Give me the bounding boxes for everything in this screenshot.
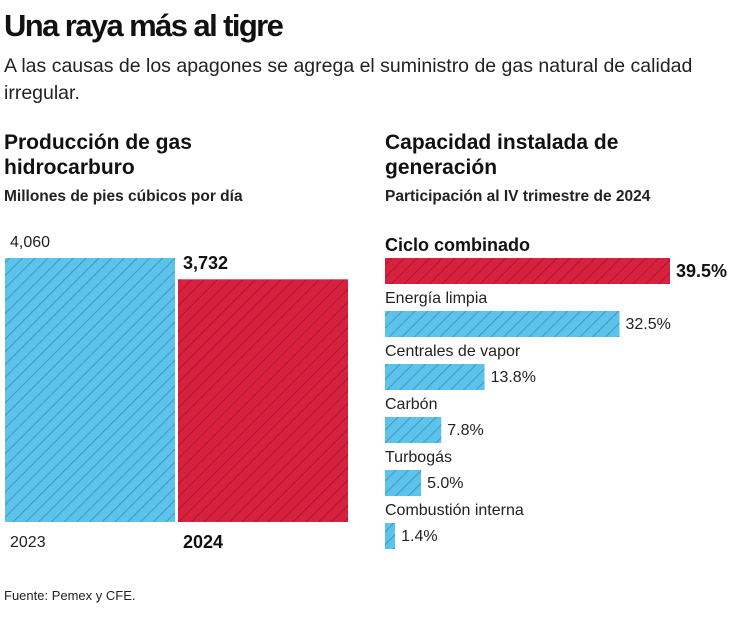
page-subtitle: A las causas de los apagones se agrega e…	[4, 55, 693, 104]
bar	[385, 523, 396, 549]
value-label: 4,060	[10, 234, 50, 251]
value-label: 1.4%	[401, 528, 437, 545]
value-label: 13.8%	[491, 369, 536, 386]
page-title: Una raya más al tigre	[4, 8, 284, 43]
source: Fuente: Pemex y CFE.	[4, 588, 136, 603]
category-label: Combustión interna	[385, 502, 524, 519]
value-label: 32.5%	[625, 316, 670, 333]
bar	[385, 470, 422, 496]
x-tick-label: 2024	[183, 532, 223, 552]
category-label: Energía limpia	[385, 290, 487, 307]
value-label: 7.8%	[447, 422, 483, 439]
value-label: 3,732	[183, 253, 228, 273]
category-label: Carbón	[385, 396, 437, 413]
bar	[385, 311, 620, 337]
category-label: Turbogás	[385, 449, 452, 466]
chart-title: Capacidad instalada de generación	[385, 131, 619, 179]
value-label: 39.5%	[676, 261, 727, 281]
bar	[385, 258, 670, 284]
bar	[178, 279, 348, 522]
value-label: 5.0%	[427, 475, 463, 492]
chart-subtitle: Millones de pies cúbicos por día	[4, 188, 243, 205]
bar	[5, 258, 175, 522]
category-label: Ciclo combinado	[385, 235, 530, 255]
x-tick-label: 2023	[10, 534, 46, 551]
bar	[385, 417, 442, 443]
chart-subtitle: Participación al IV trimestre de 2024	[385, 188, 651, 205]
chart-title: Producción de gas hidrocarburo	[4, 131, 192, 179]
category-label: Centrales de vapor	[385, 343, 521, 360]
bar	[385, 364, 485, 390]
